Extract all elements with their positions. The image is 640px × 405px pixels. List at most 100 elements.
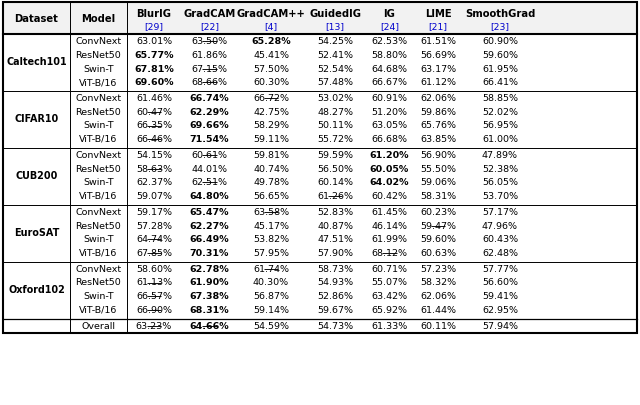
Text: 60.11%: 60.11% <box>420 321 456 330</box>
Text: 53.02%: 53.02% <box>317 94 353 103</box>
Text: 66.90%: 66.90% <box>136 305 172 314</box>
Text: 56.95%: 56.95% <box>482 121 518 130</box>
Text: 48.27%: 48.27% <box>317 108 353 117</box>
Text: ViT-B/16: ViT-B/16 <box>79 192 118 200</box>
Text: 57.48%: 57.48% <box>317 78 353 87</box>
Text: 61.20%: 61.20% <box>370 151 409 160</box>
Text: 47.89%: 47.89% <box>482 151 518 160</box>
Text: 60.91%: 60.91% <box>371 94 408 103</box>
Text: [13]: [13] <box>326 22 344 31</box>
Text: 56.65%: 56.65% <box>253 192 289 200</box>
Text: 58.32%: 58.32% <box>420 278 456 287</box>
Text: 69.60%: 69.60% <box>134 78 173 87</box>
Text: 58.80%: 58.80% <box>371 51 408 60</box>
Text: 56.69%: 56.69% <box>420 51 456 60</box>
Text: 58.29%: 58.29% <box>253 121 289 130</box>
Text: 71.54%: 71.54% <box>189 135 229 144</box>
Text: 68.12%: 68.12% <box>371 248 408 257</box>
Text: ViT-B/16: ViT-B/16 <box>79 135 118 144</box>
Text: 68.66%: 68.66% <box>191 78 227 87</box>
Text: 52.41%: 52.41% <box>317 51 353 60</box>
Text: 64.74%: 64.74% <box>136 234 172 243</box>
Text: 59.41%: 59.41% <box>482 291 518 301</box>
Text: Model: Model <box>81 14 116 24</box>
Text: 56.05%: 56.05% <box>482 178 518 187</box>
Text: 57.23%: 57.23% <box>420 264 456 273</box>
Text: 60.42%: 60.42% <box>371 192 408 200</box>
Text: Overall: Overall <box>81 321 115 330</box>
Text: 61.90%: 61.90% <box>189 278 229 287</box>
Text: 64.02%: 64.02% <box>370 178 409 187</box>
Text: ConvNext: ConvNext <box>76 94 122 103</box>
Text: GuidedIG: GuidedIG <box>309 9 361 19</box>
Text: 55.72%: 55.72% <box>317 135 353 144</box>
Text: 62.37%: 62.37% <box>136 178 172 187</box>
Bar <box>3 3 637 35</box>
Text: 61.51%: 61.51% <box>420 37 456 46</box>
Text: 55.50%: 55.50% <box>420 164 456 173</box>
Text: 70.31%: 70.31% <box>190 248 229 257</box>
Text: 57.94%: 57.94% <box>482 321 518 330</box>
Text: 52.83%: 52.83% <box>317 207 353 216</box>
Text: [4]: [4] <box>264 22 278 31</box>
Text: ResNet50: ResNet50 <box>76 51 122 60</box>
Text: Swin-T: Swin-T <box>83 234 114 243</box>
Text: 58.60%: 58.60% <box>136 264 172 273</box>
Text: 62.27%: 62.27% <box>189 221 229 230</box>
Text: 54.25%: 54.25% <box>317 37 353 46</box>
Text: 63.23%: 63.23% <box>136 321 172 330</box>
Text: 58.63%: 58.63% <box>136 164 172 173</box>
Text: 54.93%: 54.93% <box>317 278 353 287</box>
Text: 69.66%: 69.66% <box>189 121 229 130</box>
Text: 59.07%: 59.07% <box>136 192 172 200</box>
Text: 47.51%: 47.51% <box>317 234 353 243</box>
Text: 67.81%: 67.81% <box>134 64 174 73</box>
Text: ViT-B/16: ViT-B/16 <box>79 248 118 257</box>
Text: 65.47%: 65.47% <box>189 207 229 216</box>
Text: Swin-T: Swin-T <box>83 64 114 73</box>
Text: ResNet50: ResNet50 <box>76 278 122 287</box>
Text: 54.59%: 54.59% <box>253 321 289 330</box>
Text: 64.66%: 64.66% <box>189 321 229 330</box>
Text: 61.26%: 61.26% <box>317 192 353 200</box>
Text: 66.57%: 66.57% <box>136 291 172 301</box>
Text: 61.99%: 61.99% <box>371 234 408 243</box>
Text: 60.43%: 60.43% <box>482 234 518 243</box>
Text: 52.86%: 52.86% <box>317 291 353 301</box>
Text: ResNet50: ResNet50 <box>76 164 122 173</box>
Text: 51.20%: 51.20% <box>371 108 408 117</box>
Text: LIME: LIME <box>425 9 451 19</box>
Text: 66.72%: 66.72% <box>253 94 289 103</box>
Text: 52.02%: 52.02% <box>482 108 518 117</box>
Text: 53.82%: 53.82% <box>253 234 289 243</box>
Text: CUB200: CUB200 <box>15 171 58 181</box>
Text: 66.67%: 66.67% <box>371 78 408 87</box>
Text: 66.49%: 66.49% <box>189 234 229 243</box>
Text: 47.96%: 47.96% <box>482 221 518 230</box>
Text: ConvNext: ConvNext <box>76 207 122 216</box>
Text: ViT-B/16: ViT-B/16 <box>79 305 118 314</box>
Text: 40.30%: 40.30% <box>253 278 289 287</box>
Text: SmoothGrad: SmoothGrad <box>465 9 535 19</box>
Text: 56.50%: 56.50% <box>317 164 353 173</box>
Text: 44.01%: 44.01% <box>191 164 227 173</box>
Text: 68.31%: 68.31% <box>189 305 229 314</box>
Text: GradCAM++: GradCAM++ <box>237 9 305 19</box>
Text: 63.50%: 63.50% <box>191 37 228 46</box>
Text: ResNet50: ResNet50 <box>76 108 122 117</box>
Text: [21]: [21] <box>429 22 447 31</box>
Text: 61.13%: 61.13% <box>136 278 172 287</box>
Text: 49.78%: 49.78% <box>253 178 289 187</box>
Text: 66.68%: 66.68% <box>371 135 408 144</box>
Text: 61.86%: 61.86% <box>191 51 227 60</box>
Text: 53.70%: 53.70% <box>482 192 518 200</box>
Text: 60.23%: 60.23% <box>420 207 456 216</box>
Text: 61.46%: 61.46% <box>136 94 172 103</box>
Text: 56.60%: 56.60% <box>482 278 518 287</box>
Text: [22]: [22] <box>200 22 219 31</box>
Text: 60.14%: 60.14% <box>317 178 353 187</box>
Text: 62.06%: 62.06% <box>420 94 456 103</box>
Text: 62.78%: 62.78% <box>189 264 229 273</box>
Text: GradCAM: GradCAM <box>184 9 236 19</box>
Text: 56.90%: 56.90% <box>420 151 456 160</box>
